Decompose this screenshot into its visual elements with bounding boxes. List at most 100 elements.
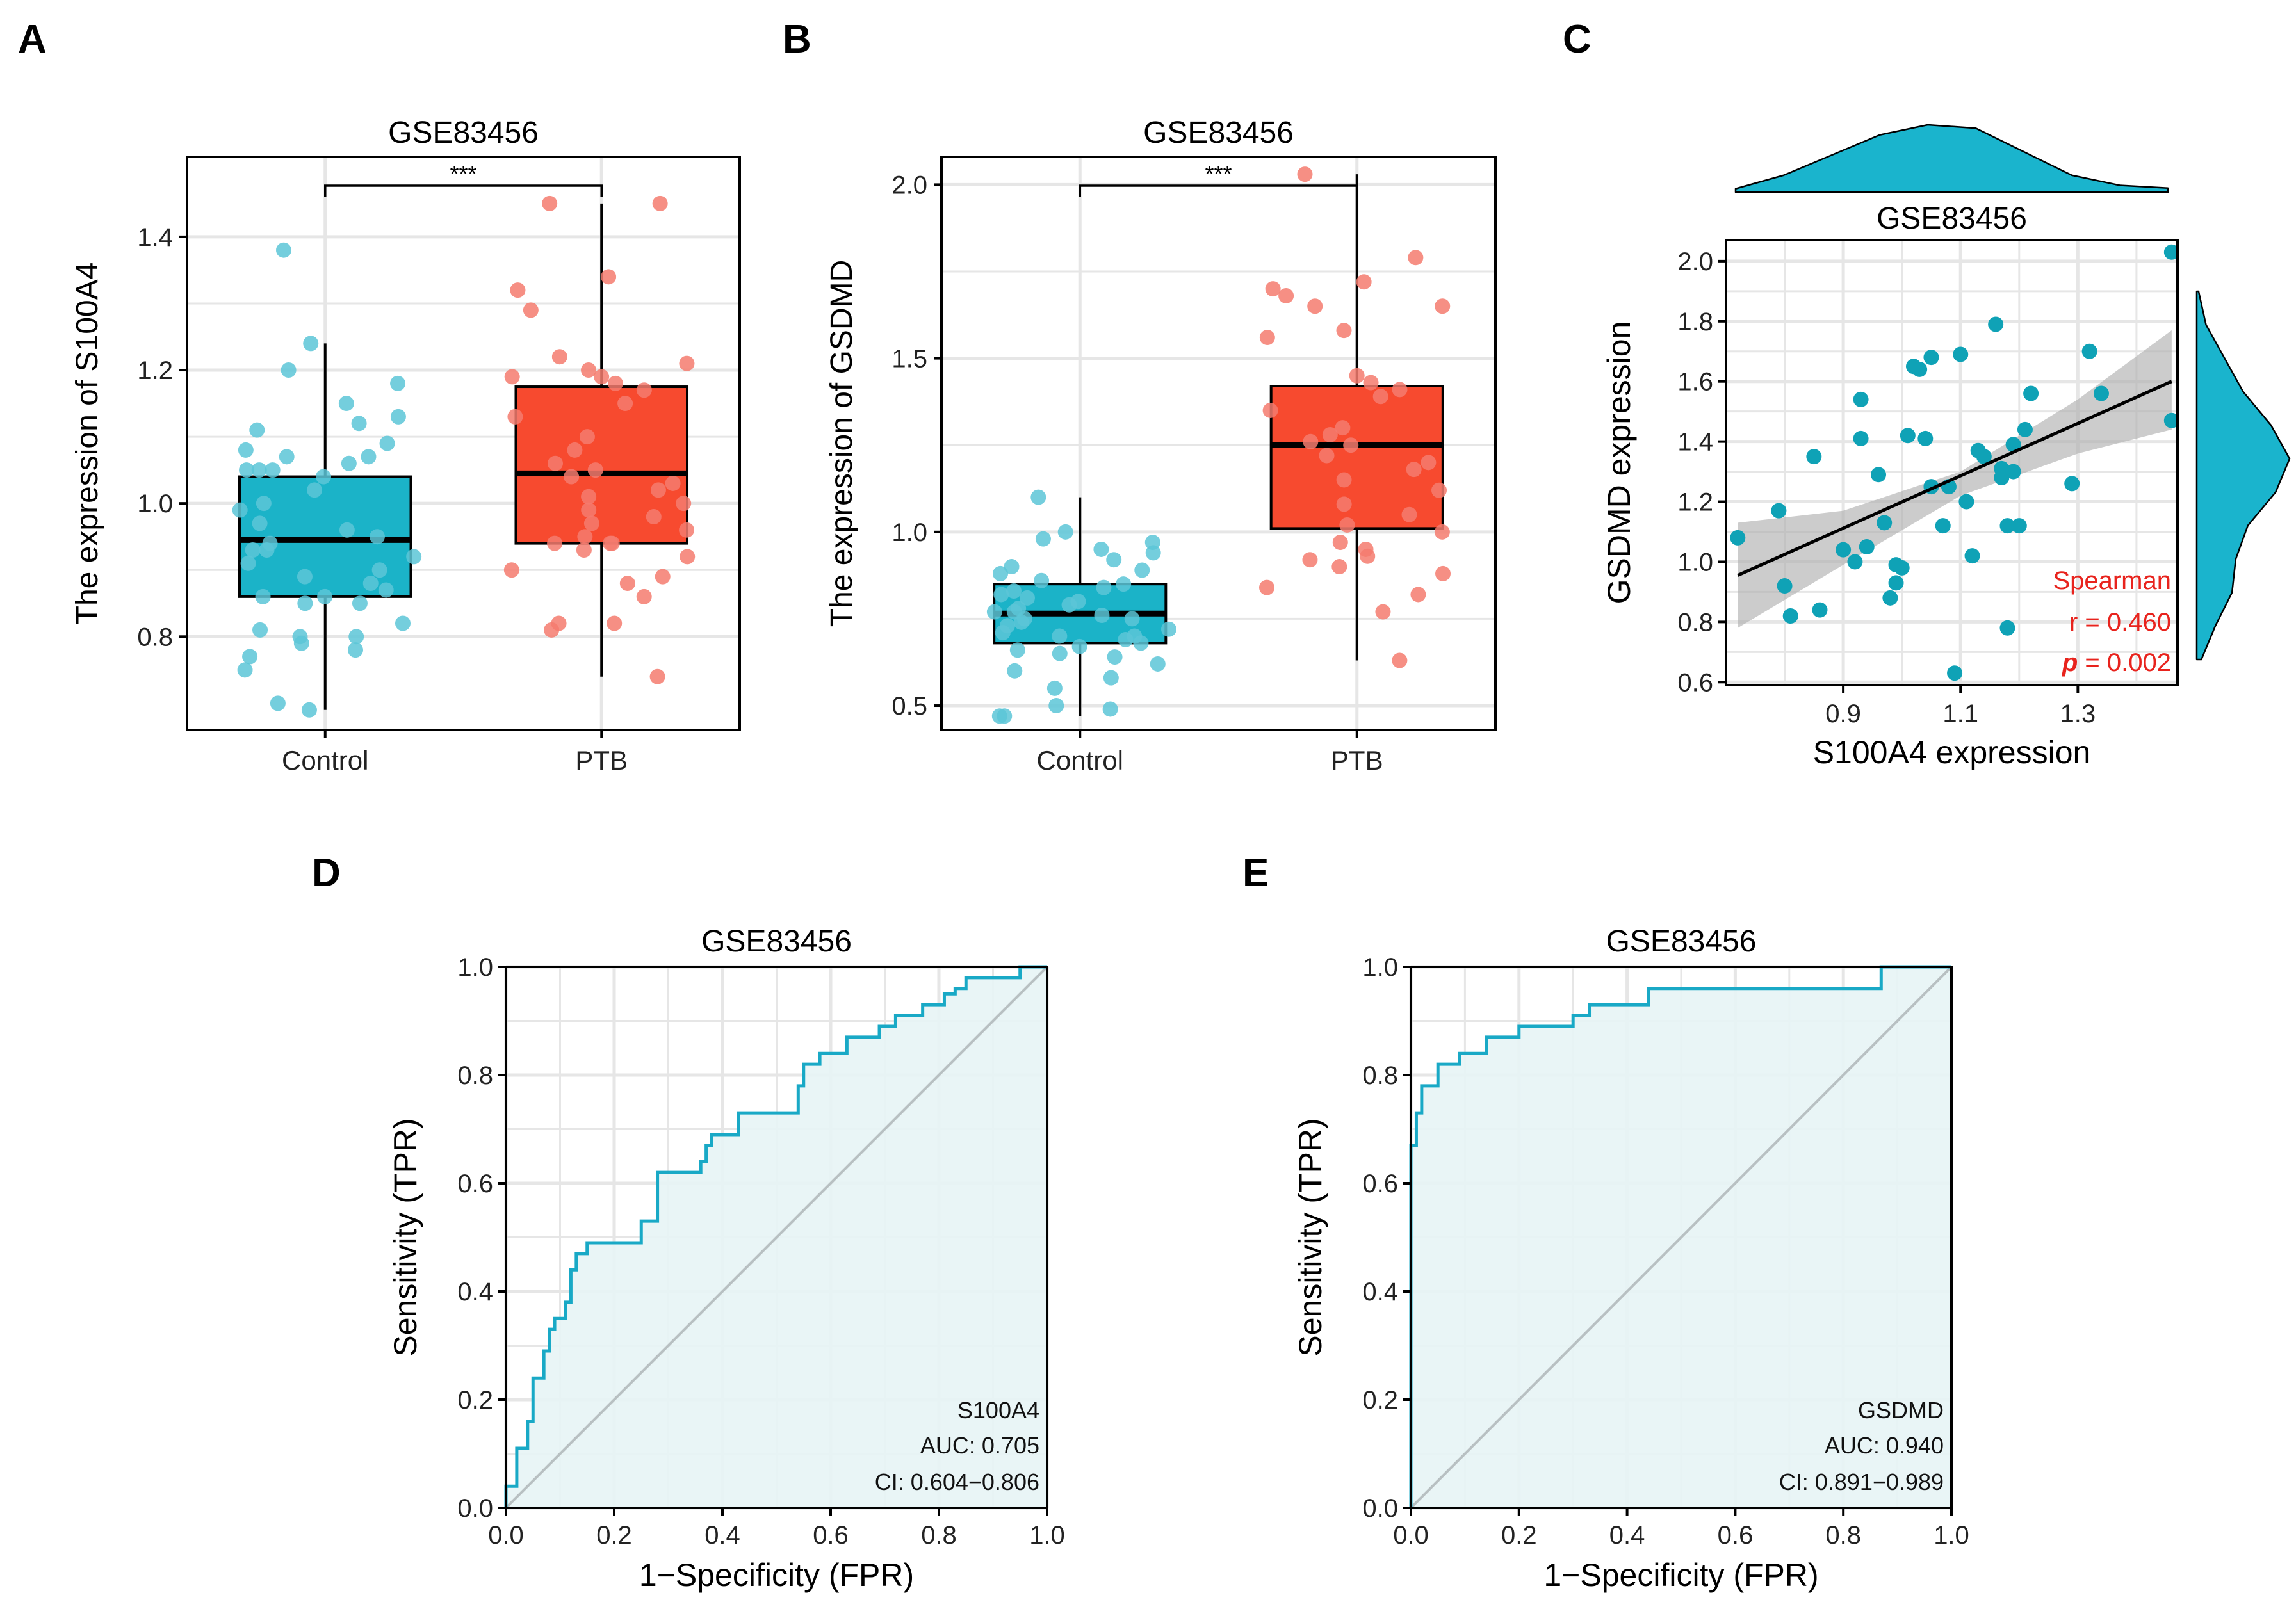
data-point [2023, 385, 2039, 401]
data-point [510, 282, 526, 298]
data-point [679, 522, 695, 538]
data-point [1392, 382, 1408, 398]
data-point [581, 489, 597, 505]
data-point [1319, 448, 1335, 464]
roc-legend-auc: AUC: 0.940 [1825, 1432, 1944, 1459]
data-point [583, 515, 599, 531]
data-point [1302, 552, 1318, 568]
data-point [1871, 467, 1887, 483]
y-tick-label: 0.2 [1362, 1386, 1398, 1414]
panel-label-e: E [1242, 851, 1269, 895]
data-point [1034, 572, 1050, 588]
data-point [1349, 368, 1365, 384]
data-point [1935, 518, 1951, 534]
box-ptb [514, 385, 689, 545]
data-point [1964, 548, 1980, 564]
data-point [1071, 638, 1087, 654]
y-tick-label: 1.0 [1677, 548, 1713, 576]
data-point [587, 462, 603, 478]
data-point [1332, 535, 1348, 551]
data-point [390, 375, 406, 391]
y-tick-label: 0.6 [457, 1170, 493, 1198]
panel-label-d: D [312, 851, 341, 895]
data-point [2017, 421, 2033, 437]
data-point [303, 336, 319, 352]
data-point [650, 482, 666, 498]
y-tick-label: 2.0 [1677, 248, 1713, 276]
x-tick-label: 0.4 [704, 1521, 740, 1549]
data-point [2005, 464, 2021, 480]
data-point [1806, 449, 1822, 465]
data-point [1853, 430, 1869, 446]
data-point [242, 649, 258, 665]
data-point [993, 587, 1009, 603]
data-point [607, 375, 623, 391]
data-point [341, 455, 357, 471]
data-point [1262, 402, 1278, 418]
data-point [547, 535, 563, 551]
data-point [2093, 385, 2109, 401]
regression-line [1737, 380, 2172, 577]
p-symbol: p [2062, 649, 2078, 677]
data-point [676, 496, 692, 512]
panel-labels: A B C D E [18, 17, 1592, 895]
spearman-p: p = 0.002 [2062, 649, 2171, 677]
data-point [348, 629, 364, 645]
data-point [1103, 670, 1119, 686]
data-point [265, 462, 281, 478]
roc-legend-label: GSDMD [1858, 1397, 1944, 1423]
data-point [1335, 420, 1351, 436]
data-point [1048, 698, 1064, 714]
x-tick-label: 1.3 [2060, 700, 2096, 728]
y-tick-label: 0.0 [457, 1494, 493, 1523]
data-point [1004, 559, 1020, 575]
x-tick-label: PTB [1331, 745, 1383, 775]
data-point [1882, 590, 1898, 606]
data-point [567, 442, 583, 458]
data-point [1730, 530, 1746, 546]
data-point [655, 569, 671, 585]
y-tick-label: 1.8 [1677, 308, 1713, 336]
data-point [1360, 548, 1376, 564]
panel-e-roc: 0.00.0 0.2 0.2 0.4 0.4 0.6 0.6 0.8 0.8 1.0 1.0 GSE8… [1292, 925, 1969, 1593]
data-point [1434, 524, 1450, 540]
panel-c-scatter: 0.6 0.8 1.0 1.2 1.4 1.6 1.8 2.0 0.9 1.1 1.3 GSE8345… [1601, 124, 2291, 770]
y-tick-label: 1.4 [1677, 428, 1713, 457]
data-point [1322, 426, 1338, 442]
data-point [1421, 455, 1437, 471]
data-point [1976, 449, 1992, 465]
data-point [1035, 531, 1051, 547]
y-tick-label: 1.2 [137, 357, 173, 385]
data-point [1116, 576, 1132, 592]
data-point [504, 369, 520, 385]
data-point [293, 635, 309, 651]
y-tick-label: 0.4 [1362, 1278, 1398, 1306]
data-point [577, 529, 593, 545]
panel-d-roc: 0.00.0 0.2 0.2 0.4 0.4 0.6 0.6 0.8 0.8 1.0 1.0 GSE8… [387, 925, 1065, 1593]
data-point [275, 242, 291, 258]
data-point [1303, 433, 1319, 449]
data-point [1363, 375, 1379, 391]
panel-label-b: B [783, 17, 811, 61]
data-point [240, 555, 256, 571]
data-point [1339, 517, 1355, 533]
panel-label-c: C [1563, 17, 1592, 61]
data-point [1877, 515, 1893, 531]
y-axis-label: Sensitivity (TPR) [1292, 1118, 1328, 1356]
panel-label-a: A [18, 17, 47, 61]
roc-curve [1409, 965, 1951, 1508]
y-tick-label: 1.2 [1677, 489, 1713, 517]
data-point [2011, 518, 2027, 534]
data-point [256, 496, 272, 512]
data-point [1009, 642, 1025, 658]
y-tick-label: 1.0 [892, 519, 927, 547]
x-tick-label: Control [282, 745, 368, 775]
data-point [1297, 166, 1313, 182]
y-axis-label: The expression of GSDMD [825, 260, 859, 627]
data-point [2081, 343, 2097, 359]
plot-frame [1410, 966, 1953, 1509]
significance-bracket [1079, 184, 1358, 197]
data-point [351, 416, 367, 432]
plot-frame [505, 966, 1048, 1509]
x-tick-label: 0.6 [813, 1521, 849, 1549]
